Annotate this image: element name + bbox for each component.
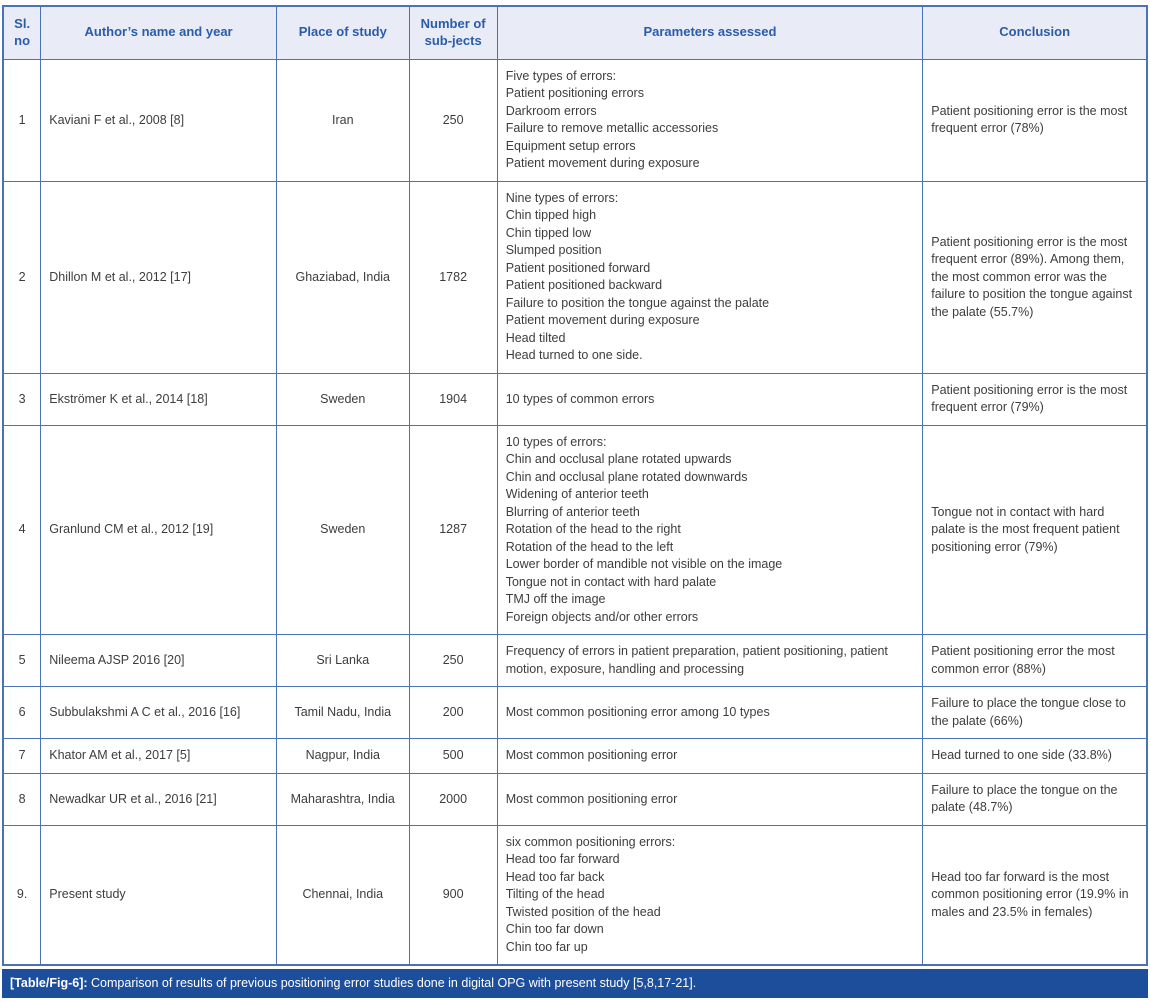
cell-sl-no: 3 — [2, 372, 42, 426]
cell-place: Iran — [275, 58, 410, 182]
cell-sl-no: 4 — [2, 424, 42, 636]
cell-sl-no: 8 — [2, 772, 42, 826]
cell-subjects: 500 — [408, 738, 498, 774]
cell-sl-no: 9. — [2, 824, 42, 966]
cell-conclusion: Patient positioning error is the most fr… — [922, 180, 1148, 374]
cell-conclusion: Head turned to one side (33.8%) — [922, 738, 1148, 774]
table-row: 5 Nileema AJSP 2016 [20] Sri Lanka 250 F… — [2, 634, 1148, 688]
comparison-table: Sl. no Author’s name and year Place of s… — [2, 5, 1148, 967]
cell-conclusion: Head too far forward is the most common … — [922, 824, 1148, 966]
cell-subjects: 900 — [408, 824, 498, 966]
cell-conclusion: Patient positioning error is the most fr… — [922, 58, 1148, 182]
cell-author: Khator AM et al., 2017 [5] — [40, 738, 277, 774]
cell-parameters: Nine types of errors: Chin tipped high C… — [496, 180, 924, 374]
cell-place: Ghaziabad, India — [275, 180, 410, 374]
cell-subjects: 1904 — [408, 372, 498, 426]
cell-subjects: 1287 — [408, 424, 498, 636]
cell-conclusion: Failure to place the tongue on the palat… — [922, 772, 1148, 826]
caption-label: [Table/Fig-6]: — [10, 976, 88, 991]
cell-place: Sweden — [275, 372, 410, 426]
cell-author: Dhillon M et al., 2012 [17] — [40, 180, 277, 374]
cell-author: Subbulakshmi A C et al., 2016 [16] — [40, 686, 277, 740]
col-header-subjects: Number of sub-jects — [408, 5, 498, 60]
cell-conclusion: Patient positioning error is the most fr… — [922, 372, 1148, 426]
caption-text: Comparison of results of previous positi… — [91, 976, 697, 991]
col-header-place: Place of study — [275, 5, 410, 60]
cell-parameters: Five types of errors: Patient positionin… — [496, 58, 924, 182]
table-row: 1 Kaviani F et al., 2008 [8] Iran 250 Fi… — [2, 58, 1148, 182]
table-row: 3 Ekströmer K et al., 2014 [18] Sweden 1… — [2, 372, 1148, 426]
cell-subjects: 250 — [408, 634, 498, 688]
table-row: 9. Present study Chennai, India 900 six … — [2, 824, 1148, 966]
cell-author: Newadkar UR et al., 2016 [21] — [40, 772, 277, 826]
cell-conclusion: Failure to place the tongue close to the… — [922, 686, 1148, 740]
cell-place: Chennai, India — [275, 824, 410, 966]
col-header-parameters: Parameters assessed — [496, 5, 924, 60]
table-row: 7 Khator AM et al., 2017 [5] Nagpur, Ind… — [2, 738, 1148, 774]
table-header: Sl. no Author’s name and year Place of s… — [2, 5, 1148, 60]
cell-author: Kaviani F et al., 2008 [8] — [40, 58, 277, 182]
cell-place: Maharashtra, India — [275, 772, 410, 826]
cell-parameters: Most common positioning error — [496, 738, 924, 774]
cell-sl-no: 6 — [2, 686, 42, 740]
col-header-conclusion: Conclusion — [922, 5, 1148, 60]
table-row: 6 Subbulakshmi A C et al., 2016 [16] Tam… — [2, 686, 1148, 740]
cell-sl-no: 2 — [2, 180, 42, 374]
cell-parameters: six common positioning errors: Head too … — [496, 824, 924, 966]
cell-author: Ekströmer K et al., 2014 [18] — [40, 372, 277, 426]
cell-conclusion: Tongue not in contact with hard palate i… — [922, 424, 1148, 636]
table-row: 2 Dhillon M et al., 2012 [17] Ghaziabad,… — [2, 180, 1148, 374]
col-header-sl-no: Sl. no — [2, 5, 42, 60]
cell-place: Nagpur, India — [275, 738, 410, 774]
cell-subjects: 1782 — [408, 180, 498, 374]
cell-author: Present study — [40, 824, 277, 966]
cell-place: Sri Lanka — [275, 634, 410, 688]
cell-subjects: 2000 — [408, 772, 498, 826]
cell-parameters: Frequency of errors in patient preparati… — [496, 634, 924, 688]
cell-subjects: 200 — [408, 686, 498, 740]
cell-sl-no: 7 — [2, 738, 42, 774]
cell-place: Sweden — [275, 424, 410, 636]
cell-parameters: Most common positioning error — [496, 772, 924, 826]
cell-subjects: 250 — [408, 58, 498, 182]
table-row: 4 Granlund CM et al., 2012 [19] Sweden 1… — [2, 424, 1148, 636]
cell-sl-no: 1 — [2, 58, 42, 182]
cell-author: Nileema AJSP 2016 [20] — [40, 634, 277, 688]
col-header-author: Author’s name and year — [40, 5, 277, 60]
cell-parameters: 10 types of errors: Chin and occlusal pl… — [496, 424, 924, 636]
cell-author: Granlund CM et al., 2012 [19] — [40, 424, 277, 636]
cell-place: Tamil Nadu, India — [275, 686, 410, 740]
header-row: Sl. no Author’s name and year Place of s… — [2, 5, 1148, 60]
cell-parameters: 10 types of common errors — [496, 372, 924, 426]
table-row: 8 Newadkar UR et al., 2016 [21] Maharash… — [2, 772, 1148, 826]
cell-conclusion: Patient positioning error the most commo… — [922, 634, 1148, 688]
table-body: 1 Kaviani F et al., 2008 [8] Iran 250 Fi… — [2, 58, 1148, 966]
cell-sl-no: 5 — [2, 634, 42, 688]
table-caption: [Table/Fig-6]: Comparison of results of … — [2, 969, 1148, 998]
cell-parameters: Most common positioning error among 10 t… — [496, 686, 924, 740]
